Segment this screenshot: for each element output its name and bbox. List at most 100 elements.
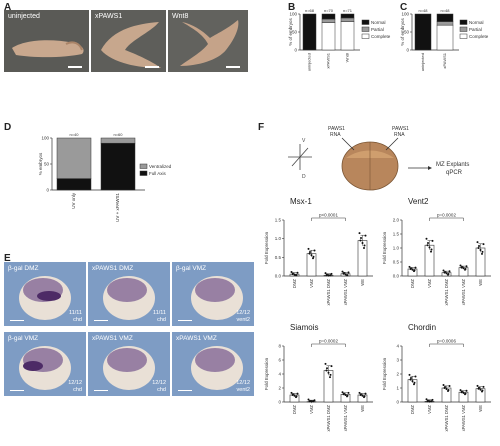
photo-title: xPAWS1 VMZ <box>176 335 217 342</box>
embryo-diagram <box>341 141 399 191</box>
rna-label-2: PAWS1 RNA <box>392 126 409 138</box>
data-point <box>307 398 310 401</box>
data-point <box>411 380 414 383</box>
category-label: DMZ <box>292 279 297 289</box>
data-point <box>295 274 298 277</box>
chart-title: Siamois <box>290 323 318 332</box>
data-point <box>477 247 480 249</box>
data-point <box>465 389 468 392</box>
data-point <box>364 392 367 395</box>
y-tick-label: 1.0 <box>275 236 282 241</box>
data-point <box>413 381 416 384</box>
y-tick-label: 4 <box>278 372 281 377</box>
count-label: 12/12 <box>152 380 166 386</box>
bar <box>441 387 452 403</box>
data-point <box>361 394 364 397</box>
p-value-label: p=0.0002 <box>319 339 338 344</box>
data-point <box>310 400 313 403</box>
data-point <box>425 398 428 401</box>
data-point <box>479 388 482 391</box>
category-label: WE <box>360 279 365 286</box>
data-point <box>481 250 484 253</box>
n-label: n=71 <box>343 8 353 13</box>
data-point <box>325 274 328 277</box>
bar-segment <box>414 13 432 51</box>
data-point <box>363 246 365 249</box>
category-label: VMZ <box>309 405 314 414</box>
data-point <box>430 250 432 253</box>
data-point <box>312 400 315 403</box>
legend-swatch <box>139 170 148 176</box>
data-point <box>290 271 293 274</box>
y-axis-label: Fold Expression <box>264 357 269 390</box>
data-point <box>430 248 433 251</box>
count-label: 12/12 <box>236 310 250 316</box>
data-point <box>329 373 332 376</box>
scale-bar <box>10 319 24 321</box>
y-tick-label: 1.5 <box>275 218 282 223</box>
data-point <box>344 394 347 396</box>
gene-label: vent2 <box>236 317 250 323</box>
data-point <box>344 273 347 276</box>
n-label: n=48 <box>418 8 428 13</box>
in-situ-photo: β-gal DMZ 11/11 chd <box>4 262 86 326</box>
photo-uninjected: uninjected <box>4 10 89 72</box>
photo-label: uninjected <box>8 13 40 20</box>
category-label: xPAWS1 DMZ <box>444 405 449 432</box>
embryo-image <box>19 276 71 320</box>
data-point <box>296 392 299 395</box>
data-point <box>324 362 327 365</box>
data-point <box>308 252 311 255</box>
bar-segment <box>340 17 355 22</box>
photo-title: β-gal VMZ <box>176 265 207 272</box>
data-point <box>329 274 332 277</box>
category-label: DMZ <box>410 279 415 289</box>
data-point <box>428 246 431 249</box>
legend-swatch <box>361 26 370 32</box>
y-axis-label: % of embryos <box>288 17 293 45</box>
legend-swatch <box>361 19 370 25</box>
data-point <box>408 373 411 376</box>
data-point <box>448 385 451 388</box>
data-point <box>313 249 316 252</box>
data-point <box>290 391 293 394</box>
data-point <box>460 391 463 394</box>
count-label: 12/12 <box>68 380 82 386</box>
y-axis-label: % of embryos <box>400 17 405 45</box>
photo-title: xPAWS1 VMZ <box>92 335 133 342</box>
legend-label: Complete <box>371 34 391 39</box>
data-point <box>414 266 417 269</box>
data-point <box>426 244 429 247</box>
gene-label: vent2 <box>236 387 250 393</box>
data-point <box>359 239 362 242</box>
data-point <box>327 371 330 374</box>
data-point <box>428 400 431 403</box>
y-tick-label: 50 <box>292 30 298 35</box>
stacked-bar-chart-b: 0 50 100% of embryos n=68 uninjected n=70 xPAW… <box>288 8 391 71</box>
stacked-bar-chart-c: 0 50 100% of embryos n=48 uninjected n=48 xPAW… <box>400 8 489 71</box>
data-point <box>364 234 367 237</box>
bar <box>475 388 486 403</box>
rna-label-1: PAWS1 RNA <box>328 126 345 138</box>
legend-label: Ventralized <box>149 164 172 169</box>
category-label: xPAWS1 VMZ <box>343 279 348 306</box>
data-point <box>482 385 485 388</box>
scale-bar <box>145 66 159 68</box>
count-label: 11/11 <box>69 310 82 316</box>
embryo-image <box>19 346 71 390</box>
data-point <box>341 270 344 273</box>
y-tick-label: 0.0 <box>393 274 400 279</box>
data-point <box>442 384 445 387</box>
data-point <box>462 391 465 394</box>
count-label: 11/11 <box>153 310 166 316</box>
chart-title: Msx-1 <box>290 197 312 206</box>
data-point <box>295 395 298 398</box>
data-point <box>291 394 294 396</box>
data-point <box>358 391 361 394</box>
data-point <box>426 400 429 403</box>
data-point <box>445 272 448 275</box>
arrow-head-icon <box>428 166 432 170</box>
category-label: Wnt8 <box>345 52 350 62</box>
bar-segment <box>302 13 317 51</box>
data-point <box>447 273 450 276</box>
